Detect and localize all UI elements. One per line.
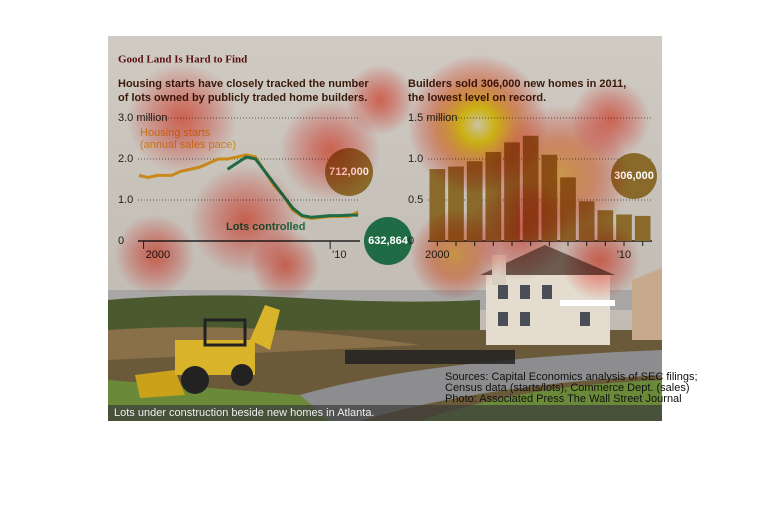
photo-caption: Lots under construction beside new homes… xyxy=(114,407,375,419)
sources-line: Sources: Capital Economics analysis of S… xyxy=(445,371,698,383)
heat-spot xyxy=(570,80,650,160)
main-title: Good Land Is Hard to Find xyxy=(118,54,247,66)
heat-spot xyxy=(115,215,195,295)
annotation: 632,864 xyxy=(368,235,409,247)
y-tick-label: 2.0 xyxy=(118,153,133,165)
heat-spot xyxy=(345,65,415,135)
heat-spot xyxy=(410,210,500,300)
sources-line: Photo: Associated Press The Wall Street … xyxy=(445,393,682,405)
heat-spot xyxy=(250,230,320,300)
backhoe xyxy=(135,305,280,398)
heatmap-overlay xyxy=(115,55,650,300)
heat-spot xyxy=(127,63,237,173)
heat-spot xyxy=(280,100,380,200)
bubble xyxy=(364,217,412,265)
y-tick-label: 0 xyxy=(408,235,414,247)
y-tick-label: 0.5 xyxy=(408,194,423,206)
x-tick-label: '10 xyxy=(332,249,346,261)
y-tick-label: 1.0 xyxy=(118,194,133,206)
caption-bar xyxy=(108,405,662,421)
heat-spot xyxy=(560,220,640,300)
sources-line: Census data (starts/lots), Commerce Dept… xyxy=(445,382,690,394)
bar xyxy=(634,215,651,241)
